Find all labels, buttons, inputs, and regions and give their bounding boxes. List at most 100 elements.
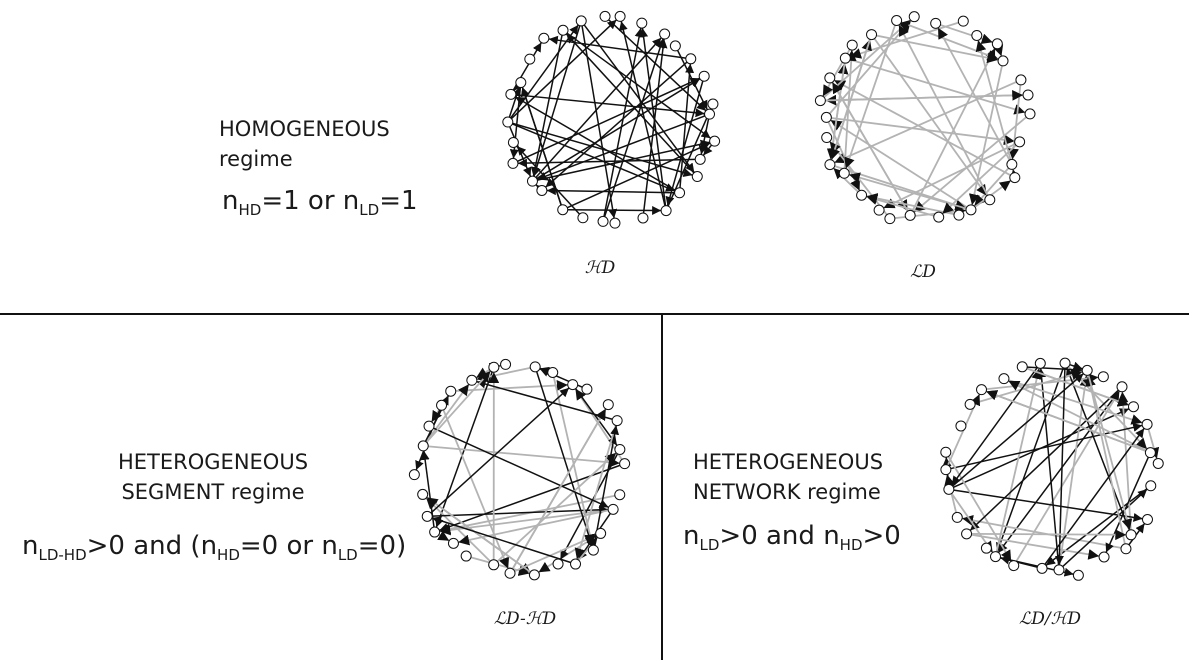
homogeneous-condition: nHD=1 or nLD=1 xyxy=(222,186,418,219)
graph-node xyxy=(824,159,836,171)
edge-black xyxy=(509,126,532,177)
graph-node xyxy=(685,53,697,65)
network-title: HETEROGENEOUS NETWORK regime xyxy=(693,447,883,507)
edge-gray xyxy=(971,529,1127,541)
graph-node xyxy=(1081,364,1093,376)
cond-text: >0 xyxy=(862,521,901,551)
edge-black xyxy=(476,379,613,420)
edge-gray xyxy=(940,24,993,44)
cond-text: =0 or xyxy=(239,531,322,561)
network-graph-ld-slash-hd xyxy=(940,357,1164,581)
edge-gray xyxy=(511,408,607,570)
graph-node xyxy=(821,132,833,144)
edge-gray xyxy=(844,24,896,169)
cond-text: >0 and ( xyxy=(86,531,201,561)
graph-node xyxy=(838,167,850,179)
graph-node xyxy=(445,385,457,397)
graph-node xyxy=(429,526,441,538)
edge-black xyxy=(702,144,713,156)
graph-node xyxy=(614,489,626,501)
edge-black xyxy=(545,61,688,188)
graph-node xyxy=(709,135,721,147)
graph-node xyxy=(557,204,569,216)
graph-node xyxy=(953,209,965,221)
edge-gray xyxy=(937,27,1011,161)
cond-n: n xyxy=(342,186,360,216)
edge-black xyxy=(517,77,700,163)
cond-sub: HD xyxy=(217,546,240,565)
graph-node xyxy=(460,550,472,562)
edge-black xyxy=(969,389,1119,531)
graph-node xyxy=(597,215,609,227)
cond-n: n xyxy=(22,531,39,561)
edge-black xyxy=(515,94,705,118)
graph-node xyxy=(704,108,716,120)
graph-node xyxy=(466,374,478,386)
edge-gray xyxy=(828,19,912,115)
graph-node xyxy=(1008,560,1020,572)
edge-gray xyxy=(426,496,531,573)
network-graph-ld-hd xyxy=(408,358,631,581)
graph-node xyxy=(1015,74,1027,86)
graph-node xyxy=(587,544,599,556)
edge-gray xyxy=(876,34,999,64)
edge-gray xyxy=(496,452,617,563)
graph-node xyxy=(502,116,514,128)
edge-gray xyxy=(950,492,994,554)
edge-black xyxy=(567,205,662,215)
edge-black xyxy=(430,387,570,514)
edge-gray xyxy=(898,24,989,196)
edge-gray xyxy=(992,44,1004,57)
graph-node xyxy=(505,88,517,100)
cond-n: n xyxy=(321,531,338,561)
edge-black xyxy=(546,186,675,196)
edge-gray xyxy=(458,509,609,546)
graph-node xyxy=(1036,562,1048,574)
graph-node xyxy=(856,189,868,201)
edge-black xyxy=(1062,488,1148,568)
graph-node xyxy=(933,211,945,223)
edge-black xyxy=(603,27,644,217)
edge-gray xyxy=(947,456,1012,562)
network-title-line2: NETWORK regime xyxy=(693,480,881,504)
edge-gray xyxy=(1008,379,1143,425)
graph-node xyxy=(1145,480,1157,492)
graph-node xyxy=(607,503,619,515)
graph-node xyxy=(943,483,955,495)
edge-gray xyxy=(825,90,1024,102)
graph-node xyxy=(1152,457,1164,469)
graph-node xyxy=(1053,564,1065,576)
graph-node xyxy=(846,39,858,51)
graph-node xyxy=(1022,89,1034,101)
graph-node xyxy=(552,558,564,570)
graph-node xyxy=(908,11,920,23)
graph-node xyxy=(488,559,500,571)
graph-node xyxy=(691,171,703,183)
edge-gray xyxy=(849,58,1026,115)
segment-title-line1: HETEROGENEOUS xyxy=(118,450,309,474)
cond-n: n xyxy=(823,521,840,551)
graph-node xyxy=(698,70,710,82)
graph-node xyxy=(609,217,621,229)
cond-sub: LD xyxy=(699,536,720,555)
edge-gray xyxy=(866,193,955,216)
edge-black xyxy=(516,145,581,215)
graph-node xyxy=(961,528,973,540)
segment-title: HETEROGENEOUS SEGMENT regime xyxy=(118,447,308,507)
graph-node xyxy=(1097,371,1109,383)
edge-gray xyxy=(968,65,1003,206)
edge-gray xyxy=(428,445,620,468)
edge-black xyxy=(431,516,571,564)
edge-gray xyxy=(985,390,1147,452)
graph-node xyxy=(1125,529,1137,541)
cond-sub: LD-HD xyxy=(38,546,87,565)
edge-gray xyxy=(425,383,470,443)
edge-gray xyxy=(1117,391,1132,530)
graph-node xyxy=(614,443,626,455)
edge-black xyxy=(1128,523,1146,546)
graph-node xyxy=(980,542,992,554)
cond-text: =1 or xyxy=(261,186,343,216)
edge-gray xyxy=(883,143,1016,209)
network-title-line1: HETEROGENEOUS xyxy=(693,450,884,474)
cond-sub: HD xyxy=(238,201,262,220)
